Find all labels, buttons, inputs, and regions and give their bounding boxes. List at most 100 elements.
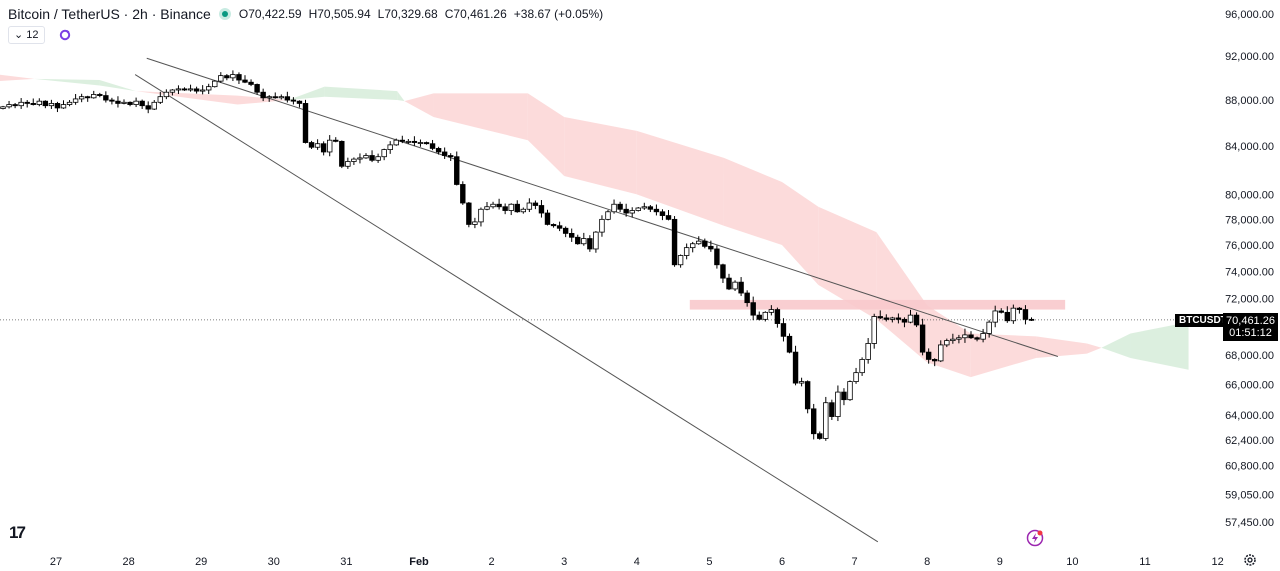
candle [587,235,593,252]
candle-body [1010,307,1017,322]
candle-body [780,323,787,337]
candle-body [48,103,55,107]
candle-body [690,243,696,249]
candle [175,85,182,95]
candle-body [1028,318,1035,321]
sync-icon[interactable] [59,29,71,41]
ohlc-high: H70,505.94 [308,7,371,21]
candle-body [218,75,224,82]
lightning-icon[interactable] [1026,529,1044,547]
candle-body [212,80,218,88]
candle [6,100,12,109]
ohlc-change: +38.67 (+0.05%) [513,7,604,21]
candle [72,94,79,105]
candle-body [544,212,551,225]
time-tick-label: 30 [268,556,280,568]
candle [478,207,484,227]
candle [907,309,914,324]
candle [738,277,744,297]
cloud-segment [1101,333,1131,358]
candle-body [671,218,678,266]
candle-body [230,74,236,79]
candle-body [974,337,980,340]
candle-body [938,344,944,362]
candle-body [36,100,43,105]
candle [865,338,871,364]
candle-body [72,98,79,103]
time-tick-label: 28 [122,556,134,568]
candle [538,200,545,218]
candle [817,431,823,440]
candle-body [423,142,430,145]
candle [889,316,896,323]
candle [520,207,527,214]
candle-body [550,224,557,227]
price-tick-label: 59,050.00 [1225,490,1274,502]
symbol-title[interactable]: Bitcoin / TetherUS · 2h · Binance [8,6,211,22]
candle-body [308,142,315,148]
time-tick-label: 27 [50,556,62,568]
candle-body [345,161,351,167]
candle [224,74,230,81]
candle-body [526,202,533,210]
candle [532,200,539,210]
candle [375,153,381,163]
price-tick-label: 80,000.00 [1225,189,1274,201]
candle-body [895,317,902,320]
candle-body [962,334,968,339]
price-tick-label: 72,000.00 [1225,294,1274,306]
candle-body [792,351,799,384]
indicators-toggle[interactable]: ⌄ 12 [8,26,45,44]
candle [871,313,877,349]
candle [218,72,224,83]
cloud-segment [324,86,398,101]
candle-body [127,101,133,105]
candle [829,399,835,420]
candle [1010,304,1017,324]
candle [278,94,285,100]
candle [647,205,654,213]
time-axis[interactable]: 27 28 29 30 31 Feb 2 3 4 5 6 7 8 9 10 11 12 [50,556,1224,568]
candle [206,83,212,95]
candle [956,334,962,344]
price-tick-label: 57,450.00 [1225,517,1274,529]
cloud-segment [527,93,565,176]
candle-body [157,96,164,103]
candle [526,198,533,213]
candle-body [659,211,666,216]
cloud-segment [99,80,136,92]
candle-body [181,88,188,91]
candle [750,296,756,321]
candle-body [6,104,12,108]
candle-body [980,333,986,340]
price-axis[interactable]: 96,000.00 92,000.00 88,000.00 84,000.00 80,0… [1225,9,1274,529]
candle [320,141,327,156]
price-tick-label: 66,000.00 [1225,380,1274,392]
candle-body [478,208,484,223]
candle-body [708,245,714,250]
candle [327,135,333,157]
resistance-zone [689,299,1066,310]
candle-body [266,96,272,99]
green-dot-icon [218,8,231,20]
candle [853,367,859,384]
candle [562,226,569,238]
candle-body [242,79,248,83]
candle-body [441,151,448,156]
candle-body [647,206,654,210]
tradingview-logo[interactable]: 17 [9,523,26,542]
candle-body [853,372,859,382]
candle-body [599,218,605,233]
candle-body [66,101,73,105]
candle [708,240,714,252]
trendlines[interactable] [0,57,1175,543]
candle-body [702,240,708,247]
time-tick-label: 11 [1139,556,1150,568]
cloud-segment [876,232,928,363]
candle [901,317,908,328]
candle [702,238,708,249]
candle [677,254,684,268]
gear-icon[interactable] [1243,553,1257,567]
candle [617,201,623,213]
